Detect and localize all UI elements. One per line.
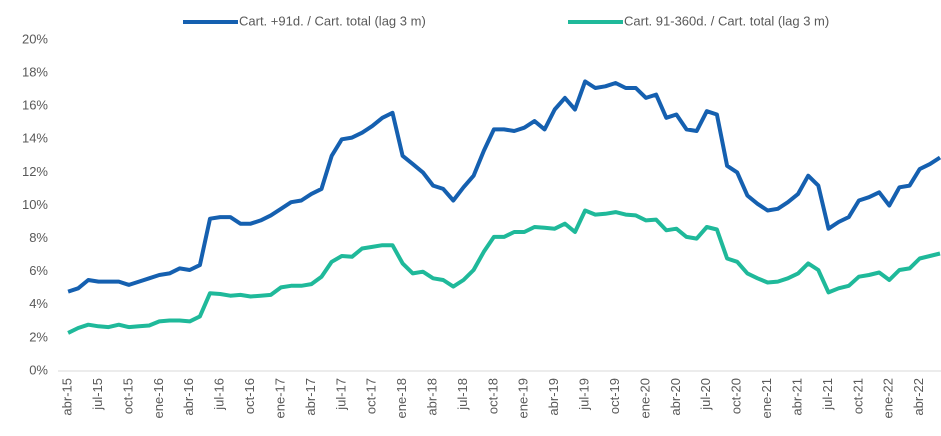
x-tick-label: oct-20 <box>729 378 744 414</box>
x-tick-label: ene-20 <box>637 378 652 418</box>
y-tick-label: 8% <box>29 230 48 245</box>
x-tick-label: ene-22 <box>881 378 896 418</box>
x-tick-label: ene-17 <box>272 378 287 418</box>
x-tick-label: oct-19 <box>607 378 622 414</box>
legend-label: Cart. 91-360d. / Cart. total (lag 3 m) <box>624 13 829 28</box>
x-tick-label: abr-16 <box>181 378 196 416</box>
y-tick-label: 2% <box>29 329 48 344</box>
x-tick-label: oct-18 <box>485 378 500 414</box>
x-tick-label: oct-17 <box>364 378 379 414</box>
x-tick-label: abr-18 <box>425 378 440 416</box>
y-tick-label: 20% <box>22 31 48 46</box>
x-tick-label: abr-21 <box>789 378 804 416</box>
x-tick-label: ene-16 <box>151 378 166 418</box>
series-line <box>67 79 941 294</box>
x-tick-label: jul-17 <box>333 378 348 411</box>
x-tick-label: jul-19 <box>577 378 592 411</box>
y-tick-label: 10% <box>22 197 48 212</box>
x-tick-label: abr-22 <box>911 378 926 416</box>
series-line <box>67 208 941 335</box>
x-tick-label: jul-20 <box>698 378 713 411</box>
x-tick-label: jul-18 <box>455 378 470 411</box>
y-tick-label: 4% <box>29 296 48 311</box>
x-tick-label: oct-21 <box>850 378 865 414</box>
y-tick-label: 14% <box>22 131 48 146</box>
x-tick-label: jul-21 <box>820 378 835 411</box>
x-tick-label: ene-19 <box>516 378 531 418</box>
y-tick-label: 6% <box>29 263 48 278</box>
y-tick-label: 12% <box>22 164 48 179</box>
x-tick-label: ene-18 <box>394 378 409 418</box>
y-tick-label: 16% <box>22 98 48 113</box>
x-tick-label: jul-15 <box>90 378 105 411</box>
y-tick-label: 18% <box>22 65 48 80</box>
x-tick-label: jul-16 <box>212 378 227 411</box>
x-tick-label: abr-17 <box>303 378 318 416</box>
legend-label: Cart. +91d. / Cart. total (lag 3 m) <box>239 13 426 28</box>
x-tick-label: oct-16 <box>242 378 257 414</box>
x-tick-label: abr-19 <box>546 378 561 416</box>
x-tick-label: abr-15 <box>60 378 75 416</box>
y-tick-label: 0% <box>29 362 48 377</box>
x-tick-label: oct-15 <box>120 378 135 414</box>
x-tick-label: abr-20 <box>668 378 683 416</box>
x-tick-label: ene-21 <box>759 378 774 418</box>
